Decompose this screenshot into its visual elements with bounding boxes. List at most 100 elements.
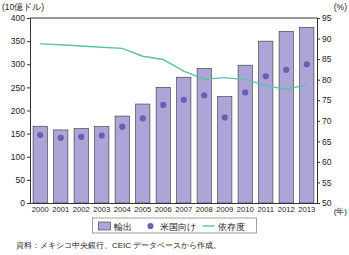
tick: 70 <box>317 116 332 126</box>
tick: 350 <box>11 36 30 46</box>
axis-line <box>318 19 321 204</box>
tick-mark <box>317 80 320 81</box>
tick-mark <box>27 180 30 181</box>
tick: 55 <box>317 178 332 188</box>
tick-label: 400 <box>11 13 25 23</box>
x-axis-title: (年) <box>334 207 348 216</box>
point <box>140 115 146 121</box>
point <box>242 89 248 95</box>
legend-item: 輸出 <box>99 222 132 232</box>
bar <box>177 77 191 203</box>
tick: 50 <box>317 198 332 208</box>
legend: 輸出米国向け依存度 <box>93 218 257 233</box>
tick-label: 65 <box>322 137 332 147</box>
tick-label: 50 <box>16 175 26 185</box>
legend-swatch <box>203 225 215 226</box>
bar <box>33 126 47 203</box>
tick-mark <box>317 59 320 60</box>
tick: 80 <box>317 75 332 85</box>
tick: 2003 <box>93 203 110 214</box>
bar <box>197 68 211 203</box>
tick-label: 2007 <box>175 205 192 214</box>
y2-axis-title: (%) <box>334 2 347 12</box>
point <box>78 134 84 140</box>
tick: 75 <box>317 95 332 105</box>
bar <box>115 116 129 203</box>
tick-label: 2001 <box>52 205 69 214</box>
tick-label: 70 <box>322 116 332 126</box>
tick-label: 150 <box>11 129 25 139</box>
bar <box>95 127 109 203</box>
tick: 2005 <box>134 203 151 214</box>
legend-frame <box>93 218 257 233</box>
tick: 2011 <box>258 203 274 214</box>
point <box>263 73 269 79</box>
point <box>37 132 43 138</box>
tick-label: 2008 <box>196 205 213 214</box>
bar <box>156 87 170 203</box>
tick: 2013 <box>298 203 315 214</box>
bar <box>300 27 314 203</box>
tick-label: 2004 <box>114 205 131 214</box>
tick: 250 <box>11 83 30 93</box>
tick: 2006 <box>155 203 172 214</box>
bar <box>279 31 293 203</box>
tick: 2000 <box>32 203 49 214</box>
tick: 2007 <box>175 203 192 214</box>
point <box>160 102 166 108</box>
tick-label: 2009 <box>216 205 233 214</box>
tick-mark <box>27 18 30 19</box>
tick-label: 2006 <box>155 205 172 214</box>
tick: 400 <box>11 13 30 23</box>
tick-label: 75 <box>322 95 332 105</box>
tick-label: 300 <box>11 59 25 69</box>
y2-axis: 50556065707580859095 <box>317 13 332 208</box>
point <box>304 61 310 67</box>
tick-mark <box>317 100 320 101</box>
bar <box>218 97 232 203</box>
tick-label: 50 <box>322 198 332 208</box>
x-axis: 20002001 20022003 20042005 20062007 20082009… <box>31 203 318 214</box>
point <box>119 124 125 130</box>
tick-label: 55 <box>322 178 332 188</box>
tick-label: 2011 <box>258 205 274 214</box>
tick: 2008 <box>196 203 213 214</box>
tick: 150 <box>11 129 30 139</box>
tick-label: 95 <box>322 13 332 23</box>
tick-mark <box>317 162 320 163</box>
tick-label: 2002 <box>73 205 90 214</box>
plot-marks <box>33 27 314 203</box>
tick-mark <box>27 87 30 88</box>
tick: 90 <box>317 34 332 44</box>
tick-label: 2003 <box>93 205 110 214</box>
source-note: 資料：メキシコ中央銀行、CEIC データベースから作成。 <box>16 241 221 250</box>
legend-label: 米国向け <box>160 222 196 232</box>
bar <box>238 65 252 203</box>
tick: 95 <box>317 13 332 23</box>
point <box>201 92 207 98</box>
tick-label: 2012 <box>278 205 295 214</box>
point <box>222 114 228 120</box>
tick-mark <box>27 41 30 42</box>
tick-label: 2010 <box>237 205 254 214</box>
tick: 200 <box>11 106 30 116</box>
point <box>99 132 105 138</box>
tick: 2012 <box>278 203 295 214</box>
tick-mark <box>27 157 30 158</box>
tick-label: 200 <box>11 106 25 116</box>
frame-top <box>30 18 317 19</box>
tick-mark <box>317 39 320 40</box>
bar <box>74 129 88 203</box>
bar <box>259 41 273 203</box>
tick: 50 <box>16 175 30 185</box>
axis-line <box>31 203 318 204</box>
tick-mark <box>317 18 320 19</box>
tick-label: 350 <box>11 36 25 46</box>
tick-label: 2000 <box>32 205 49 214</box>
tick: 65 <box>317 137 332 147</box>
tick-mark <box>27 203 30 204</box>
legend-swatch <box>147 223 153 229</box>
tick-label: 250 <box>11 83 25 93</box>
tick: 0 <box>20 198 30 208</box>
line <box>40 44 307 90</box>
